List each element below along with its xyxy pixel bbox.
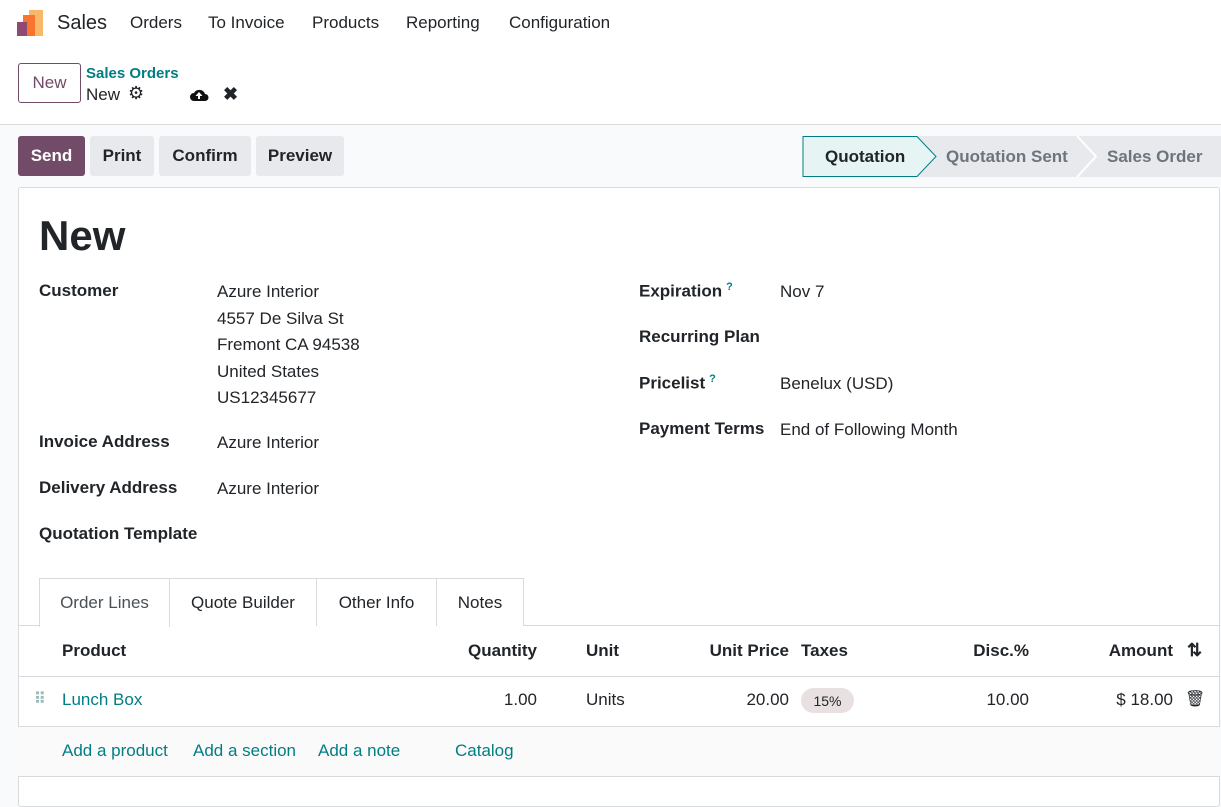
top-navbar: Sales Orders To Invoice Products Reporti… [0, 0, 1221, 48]
help-icon[interactable]: ? [709, 373, 716, 385]
customer-city: Fremont CA 94538 [217, 335, 360, 354]
discard-icon[interactable]: ✖ [223, 84, 239, 104]
col-taxes[interactable]: Taxes [801, 641, 848, 660]
col-unit-price[interactable]: Unit Price [709, 641, 789, 660]
menu-products[interactable]: Products [312, 13, 380, 32]
expiration-label: Expiration? [639, 281, 733, 302]
pricelist-field[interactable]: Benelux (USD) [780, 374, 894, 393]
customer-name: Azure Interior [217, 282, 320, 301]
col-discount[interactable]: Disc.% [973, 641, 1029, 660]
stage-quotation-sent[interactable]: Quotation Sent [946, 147, 1068, 166]
tab-other-info[interactable]: Other Info [316, 578, 437, 626]
payment-terms-label: Payment Terms [639, 419, 765, 438]
customer-vat: US12345677 [217, 388, 317, 407]
preview-button[interactable]: Preview [256, 136, 344, 176]
col-unit[interactable]: Unit [586, 641, 620, 660]
trash-icon[interactable]: 🗑 [1185, 691, 1206, 708]
gear-icon[interactable]: ⚙ [128, 83, 145, 103]
expiration-label-text: Expiration [639, 281, 723, 301]
tab-quote-builder[interactable]: Quote Builder [169, 578, 317, 626]
menu-to-invoice[interactable]: To Invoice [208, 13, 285, 32]
payment-terms-field[interactable]: End of Following Month [780, 420, 958, 439]
quotation-template-label: Quotation Template [39, 524, 198, 543]
col-quantity[interactable]: Quantity [468, 641, 537, 660]
print-button[interactable]: Print [90, 136, 154, 176]
product-cell[interactable]: Lunch Box [62, 690, 143, 709]
drag-handle-icon[interactable]: ⠿ [34, 691, 46, 708]
menu-reporting[interactable]: Reporting [406, 13, 480, 32]
quantity-cell[interactable]: 1.00 [503, 690, 537, 709]
delivery-address-label: Delivery Address [39, 478, 178, 497]
col-amount[interactable]: Amount [1108, 641, 1173, 660]
pricelist-label-text: Pricelist [639, 373, 706, 393]
help-icon[interactable]: ? [726, 281, 733, 293]
customer-street: 4557 De Silva St [217, 308, 344, 328]
add-note-link[interactable]: Add a note [318, 741, 401, 760]
stage-quotation[interactable]: Quotation [825, 147, 906, 166]
invoice-address-label: Invoice Address [39, 432, 170, 451]
record-title: New [39, 212, 126, 259]
optional-columns-icon[interactable]: ⇅ [1187, 640, 1203, 660]
recurring-plan-label: Recurring Plan [639, 327, 760, 346]
delivery-address-field[interactable]: Azure Interior [217, 479, 320, 498]
amount-cell: $ 18.00 [1116, 690, 1173, 709]
add-section-link[interactable]: Add a section [193, 741, 297, 760]
confirm-button[interactable]: Confirm [159, 136, 251, 176]
add-line-row [18, 727, 1220, 776]
unit-price-cell[interactable]: 20.00 [746, 690, 789, 709]
breadcrumb-sales-orders[interactable]: Sales Orders [86, 65, 179, 82]
col-product[interactable]: Product [62, 641, 127, 660]
breadcrumb-current: New [86, 85, 121, 104]
app-name[interactable]: Sales [57, 12, 108, 34]
customer-country: United States [217, 361, 320, 381]
tab-notes[interactable]: Notes [436, 578, 524, 626]
menu-configuration[interactable]: Configuration [509, 13, 611, 32]
discount-cell[interactable]: 10.00 [986, 690, 1029, 709]
tab-order-lines[interactable]: Order Lines [39, 578, 170, 627]
pricelist-label: Pricelist? [639, 373, 716, 394]
customer-field[interactable]: Azure Interior 4557 De Silva St Fremont … [217, 279, 360, 412]
menu-orders[interactable]: Orders [130, 13, 182, 32]
new-button[interactable]: New [18, 63, 81, 103]
send-button[interactable]: Send [18, 136, 85, 176]
tax-badge[interactable]: 15% [801, 688, 854, 713]
catalog-link[interactable]: Catalog [455, 741, 514, 760]
form-sheet [18, 187, 1220, 807]
add-product-link[interactable]: Add a product [62, 741, 168, 760]
customer-label: Customer [39, 281, 119, 300]
cloud-upload-icon[interactable] [189, 86, 209, 102]
sales-app-logo-icon[interactable] [16, 9, 46, 39]
invoice-address-field[interactable]: Azure Interior [217, 433, 320, 452]
control-panel: New Sales Orders New ⚙ ✖ [0, 48, 1221, 125]
expiration-field[interactable]: Nov 7 [780, 282, 825, 301]
stage-sales-order[interactable]: Sales Order [1107, 147, 1203, 166]
unit-cell[interactable]: Units [586, 690, 625, 709]
status-bar [802, 136, 1221, 177]
